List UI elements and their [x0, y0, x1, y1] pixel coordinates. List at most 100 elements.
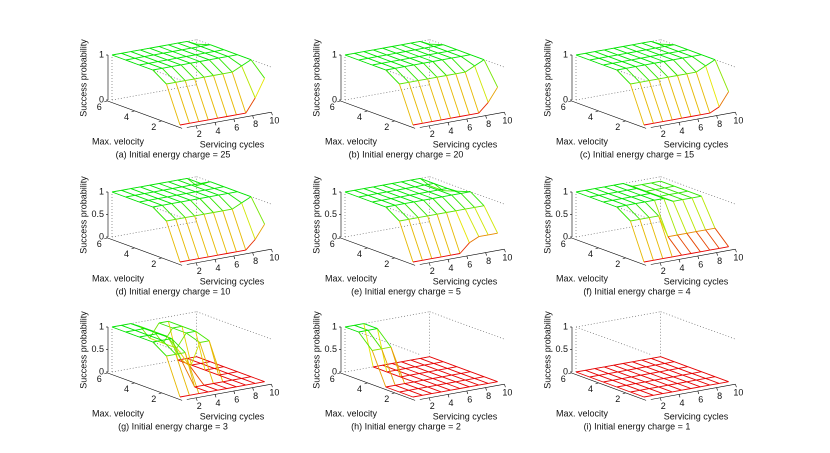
surface-edge: [423, 379, 438, 386]
surface-edge: [705, 229, 720, 249]
surface-edge: [111, 191, 126, 198]
box-line: [575, 311, 661, 328]
surface-edge: [644, 379, 655, 383]
surface-edge: [386, 189, 397, 193]
surface-edge: [441, 117, 451, 121]
caption: (b) Initial energy charge = 20: [349, 149, 464, 159]
surface-edge: [660, 180, 675, 187]
surface-edge: [354, 324, 369, 331]
surface-edge: [241, 202, 256, 240]
surface-edge: [470, 191, 485, 207]
surface-edge: [659, 194, 670, 197]
surface-edge: [367, 194, 382, 201]
surface-edge: [419, 191, 429, 194]
x-tick-label: 6: [467, 394, 472, 404]
surface-edge: [612, 378, 623, 381]
surface-edge: [436, 75, 447, 78]
y-tick-label: 6: [97, 374, 102, 384]
x-tick-label: 4: [448, 126, 453, 136]
surface-edge: [413, 62, 424, 66]
surface-edge: [172, 325, 183, 329]
surface-edge: [447, 49, 457, 52]
x-tick-label: 10: [733, 253, 743, 263]
surface-edge: [157, 333, 172, 340]
surface-edge: [204, 189, 219, 196]
surface-edge: [612, 61, 623, 64]
x-tick: [735, 384, 737, 388]
surface-edge: [451, 374, 466, 381]
y-tick: [622, 392, 626, 395]
y-tick: [158, 120, 162, 123]
surface-edge: [413, 201, 428, 217]
surface-edge: [641, 184, 656, 191]
surface-edge: [455, 71, 466, 75]
surface-edge: [700, 112, 710, 116]
surface-edge: [400, 59, 415, 66]
surface-edge: [152, 341, 167, 357]
surface-edge: [401, 359, 411, 363]
surface-edge: [401, 361, 416, 368]
surface-edge: [690, 251, 701, 254]
surface-edge: [167, 57, 177, 61]
x-tick-label: 8: [253, 391, 258, 401]
surface-edge: [575, 191, 590, 198]
surface-edge: [655, 189, 670, 196]
x-tick: [735, 249, 737, 253]
surface-edge: [662, 119, 673, 123]
x-tick-label: 2: [197, 401, 202, 411]
surface-edge: [165, 83, 181, 126]
surface-edge: [237, 371, 252, 378]
x-tick: [233, 118, 236, 123]
surface-edge: [195, 330, 210, 342]
surface-edge: [217, 253, 228, 256]
x-tick-label: 10: [269, 253, 279, 263]
surface-edge: [682, 199, 697, 232]
surface-edge: [654, 62, 669, 78]
surface-edge: [422, 258, 432, 261]
surface-edge: [459, 386, 470, 389]
z-tick-label: 0: [563, 94, 568, 104]
y-tick-label: 4: [588, 249, 593, 259]
x-tick-label: 4: [679, 398, 684, 408]
surface-edge: [185, 78, 195, 82]
surface-edge: [636, 368, 651, 374]
surface-edge: [409, 57, 424, 64]
surface-edge: [436, 214, 452, 256]
surface-edge: [134, 194, 149, 201]
surface-edge: [199, 61, 214, 76]
surface-edge: [214, 366, 224, 369]
y-tick: [595, 382, 599, 385]
surface-edge: [203, 212, 214, 215]
surface-edge: [203, 384, 218, 391]
surface-edge: [167, 59, 182, 66]
surface-edge: [655, 187, 665, 191]
surface-edge: [451, 372, 462, 376]
surface-edge: [373, 184, 383, 188]
surface-edge: [195, 189, 206, 193]
surface-edge: [200, 181, 211, 184]
surface-edge: [191, 182, 201, 186]
surface-edge: [381, 198, 392, 201]
surface-edge: [214, 367, 229, 374]
surface-edge: [631, 59, 646, 66]
surface-edge: [231, 71, 247, 114]
surface-edge: [245, 382, 256, 386]
surface-edge: [396, 52, 410, 59]
surface-edge: [198, 119, 209, 123]
caption: (f) Initial energy charge = 4: [583, 286, 690, 296]
surface-edge: [417, 217, 433, 259]
surface-edge: [381, 62, 396, 69]
surface-edge: [358, 196, 373, 203]
surface-edge: [420, 40, 434, 47]
surface-edge: [236, 249, 246, 253]
surface-edge: [213, 210, 223, 213]
x-tick: [735, 112, 737, 116]
surface-edge: [622, 46, 637, 52]
surface-edge: [208, 59, 224, 75]
surface-edge: [460, 54, 471, 57]
surface-edge: [172, 327, 187, 334]
surface-edge: [144, 56, 159, 63]
y-tick: [364, 382, 368, 385]
surface-edge: [451, 192, 462, 196]
surface-edge: [423, 378, 433, 381]
